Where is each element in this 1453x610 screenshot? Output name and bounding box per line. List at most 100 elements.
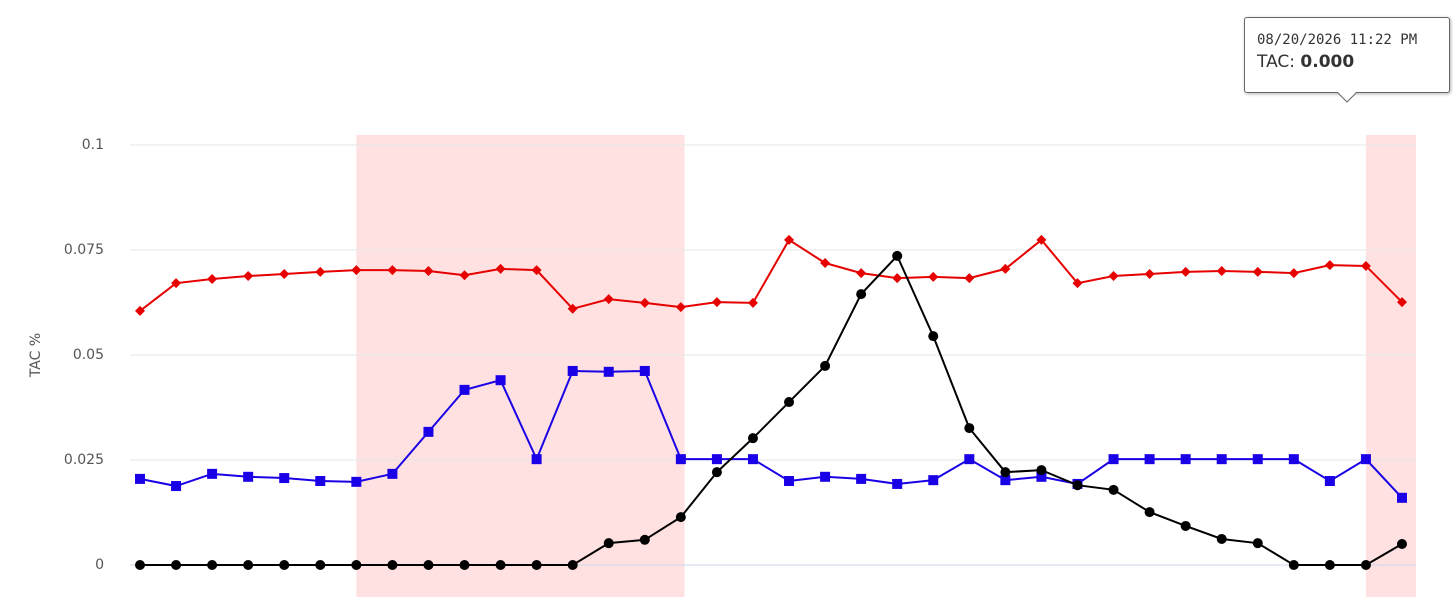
point: [1108, 271, 1119, 282]
point: [1360, 560, 1371, 570]
point: [567, 560, 578, 570]
point: [423, 266, 434, 276]
shaded-period: [1365, 135, 1416, 597]
point: [1144, 268, 1155, 279]
point: [315, 266, 326, 277]
point: [1360, 260, 1371, 271]
point: [856, 473, 867, 484]
point: [892, 273, 903, 284]
point: [820, 360, 831, 371]
point: [1000, 475, 1011, 486]
point: [928, 475, 939, 486]
point: [1324, 260, 1335, 271]
point: [495, 560, 506, 570]
point: [1108, 454, 1119, 465]
point: [567, 365, 578, 376]
point: [747, 297, 758, 308]
point: [964, 273, 975, 284]
point: [243, 271, 254, 282]
point: [1000, 263, 1011, 274]
point: [747, 433, 758, 444]
point: [1216, 266, 1227, 276]
tooltip-date: 08/20/2026 11:22 PM: [1257, 32, 1418, 48]
point: [1397, 492, 1407, 503]
point: [387, 265, 398, 276]
point: [1036, 471, 1047, 482]
point: [1216, 533, 1227, 544]
point: [1288, 268, 1299, 279]
point: [387, 468, 398, 479]
point: [1180, 520, 1191, 531]
point: [1288, 560, 1299, 570]
point: [243, 471, 254, 482]
point: [171, 481, 182, 492]
tooltip-value: 0.000: [1300, 52, 1355, 72]
point: [1397, 297, 1407, 308]
y-axis-title: TAC %: [28, 333, 44, 378]
point: [892, 478, 903, 489]
point: [675, 454, 686, 465]
point: [423, 426, 434, 437]
point: [1072, 278, 1083, 289]
point: [1036, 234, 1047, 245]
point: [856, 289, 867, 300]
point: [1072, 480, 1083, 491]
point: [928, 271, 939, 282]
point: [315, 476, 326, 486]
point: [603, 366, 614, 377]
point: [820, 258, 831, 269]
point: [315, 560, 326, 570]
point: [171, 278, 182, 289]
point: [459, 384, 470, 395]
point: [531, 560, 542, 570]
point: [1144, 507, 1155, 518]
point: [1397, 539, 1407, 549]
point: [135, 473, 145, 484]
point: [495, 263, 506, 274]
point: [711, 297, 722, 308]
point: [1252, 266, 1263, 277]
series-line: [139, 369, 1403, 499]
point: [1180, 266, 1191, 277]
point: [784, 476, 795, 486]
point: [243, 560, 254, 570]
y-tick-label: 0.075: [64, 242, 104, 258]
y-tick-label: 0.025: [64, 452, 104, 468]
point: [784, 234, 795, 245]
point: [747, 454, 758, 465]
point: [639, 297, 650, 308]
point: [135, 305, 145, 316]
point: [531, 454, 542, 465]
point: [207, 560, 218, 570]
y-tick-label: 0: [95, 557, 104, 573]
point: [423, 560, 434, 570]
point: [207, 273, 218, 284]
point: [711, 467, 722, 478]
point: [279, 268, 290, 279]
point: [639, 365, 650, 376]
point: [1324, 476, 1335, 486]
shaded-period: [356, 135, 685, 597]
point: [459, 270, 470, 281]
y-tick-label: 0.1: [82, 137, 104, 153]
point: [1216, 454, 1227, 465]
point: [964, 423, 975, 434]
point: [1288, 454, 1299, 465]
point: [1144, 454, 1155, 465]
point: [964, 454, 975, 465]
point: [135, 560, 145, 570]
point: [820, 471, 831, 482]
y-tick-label: 0.05: [73, 347, 104, 363]
tooltip: 08/20/2026 11:22 PM TAC: 0.000: [1244, 17, 1450, 93]
point: [1108, 484, 1119, 495]
point: [856, 268, 867, 279]
series-line: [139, 238, 1403, 312]
point: [351, 560, 362, 570]
point: [675, 512, 686, 523]
point: [279, 473, 290, 484]
point: [171, 560, 182, 570]
point: [784, 397, 795, 408]
point: [1360, 454, 1371, 465]
